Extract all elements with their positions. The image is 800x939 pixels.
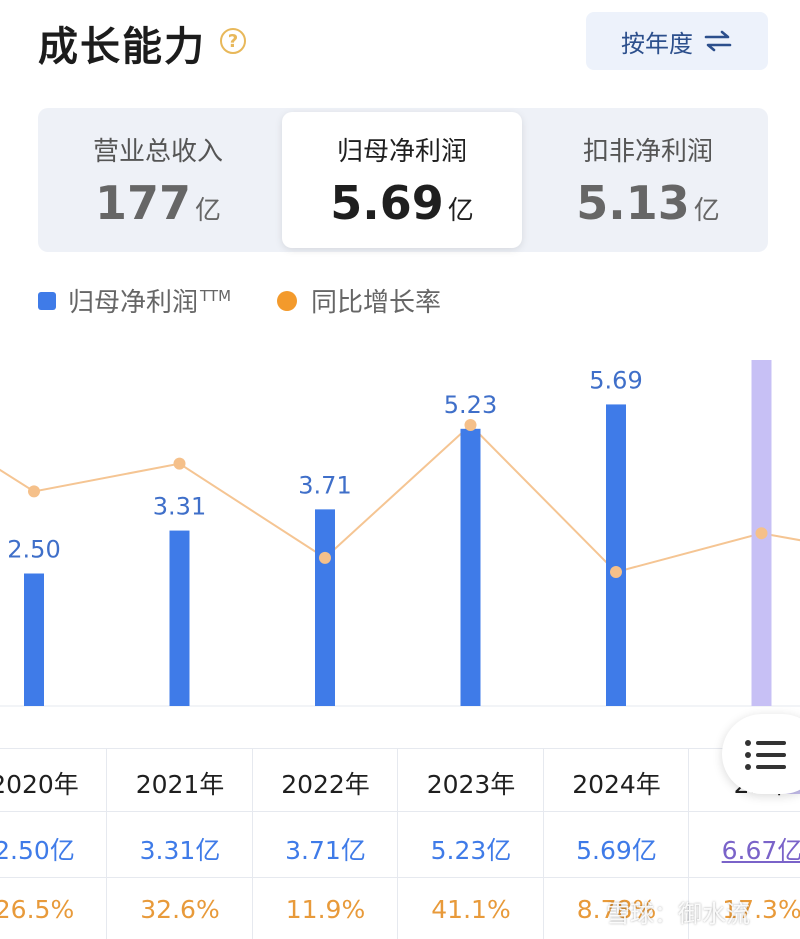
year-cell: 2021年 [108, 765, 253, 801]
growth-rate-point[interactable] [319, 552, 331, 564]
watermark-text: 雪球：御水流 [606, 894, 750, 929]
growth-rate-point[interactable] [28, 485, 40, 497]
profit-cell: 3.71亿 [253, 831, 398, 867]
profit-bar[interactable] [606, 404, 626, 706]
list-menu-icon [744, 738, 788, 772]
growth-rate-point[interactable] [756, 527, 768, 539]
table-column: 2020年 2.50亿 26.5% [0, 749, 107, 939]
bar-value-label: 5.23 [444, 391, 497, 419]
year-cell: 2020年 [0, 765, 107, 801]
profit-growth-chart: 2.503.313.715.235.696.67 [0, 360, 800, 720]
profit-cell: 3.31亿 [108, 831, 253, 867]
swap-arrows-icon [703, 29, 733, 53]
table-column: 2023年 5.23亿 41.1% [399, 749, 544, 939]
profit-bar[interactable] [315, 509, 335, 706]
growth-rate-cell: 11.9% [253, 895, 398, 924]
bar-value-label: 2.50 [7, 536, 60, 564]
watermark: 雪球：御水流 [606, 894, 750, 929]
growth-rate-cell: 41.1% [399, 895, 544, 924]
year-cell: 2024年 [544, 765, 689, 801]
year-cell: 2023年 [399, 765, 544, 801]
profit-cell: 5.69亿 [544, 831, 689, 867]
growth-rate-cell: 26.5% [0, 895, 107, 924]
growth-rate-point[interactable] [465, 419, 477, 431]
metric-label: 营业总收入 [93, 131, 223, 168]
help-circle-icon[interactable]: ? [220, 28, 246, 54]
bar-value-label: 5.69 [589, 366, 642, 394]
profit-bar[interactable] [461, 429, 481, 706]
profit-cell: 2.50亿 [0, 831, 107, 867]
bar-value-label: 3.71 [298, 471, 351, 499]
growth-rate-line [0, 425, 800, 572]
growth-rate-point[interactable] [174, 458, 186, 470]
legend-line-swatch [277, 291, 297, 311]
table-column: 2022年 3.71亿 11.9% [253, 749, 398, 939]
menu-fab-button[interactable] [722, 714, 800, 794]
profit-cell: 5.23亿 [399, 831, 544, 867]
metric-label: 扣非净利润 [583, 131, 713, 168]
profit-bar[interactable] [170, 531, 190, 706]
legend-line-label: 同比增长率 [311, 282, 441, 319]
legend-bar-swatch [38, 292, 56, 310]
period-toggle-label: 按年度 [621, 24, 693, 59]
table-column: 2021年 3.31亿 32.6% [108, 749, 253, 939]
period-toggle-button[interactable]: 按年度 [586, 12, 768, 70]
page-title: 成长能力 [38, 14, 206, 72]
profit-cell[interactable]: 6.67亿 [690, 831, 800, 867]
year-cell: 2022年 [253, 765, 398, 801]
growth-rate-point[interactable] [610, 566, 622, 578]
growth-rate-cell: 32.6% [108, 895, 253, 924]
bar-value-label: 3.31 [153, 493, 206, 521]
profit-bar[interactable] [24, 574, 44, 707]
metric-label: 归母净利润 [337, 131, 467, 168]
